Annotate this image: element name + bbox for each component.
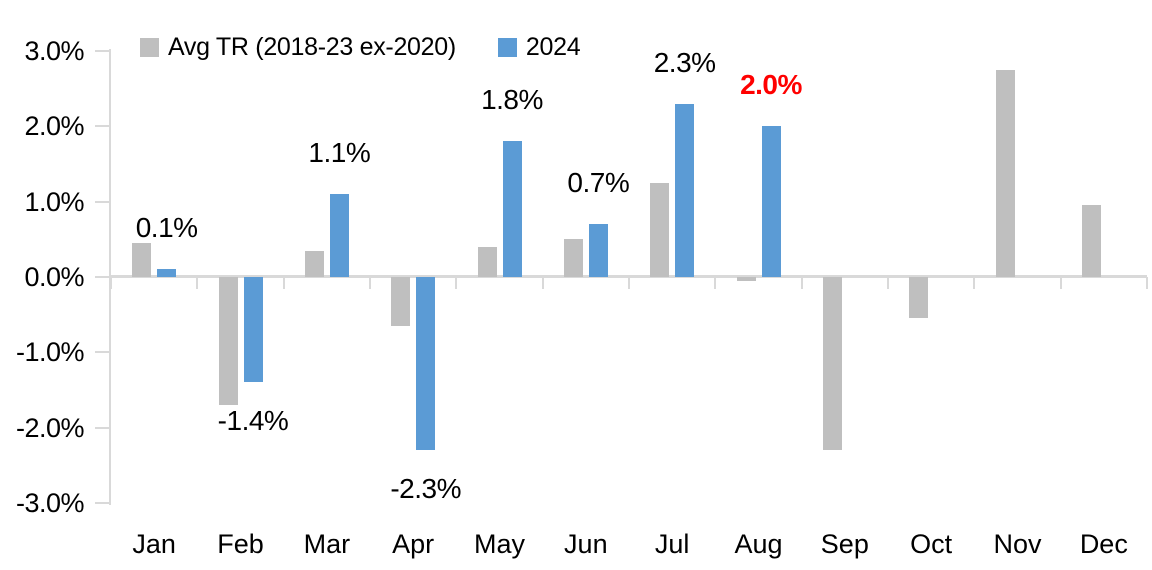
legend-label-avg-tr: Avg TR (2018-23 ex-2020) xyxy=(168,33,456,61)
data-label-jul: 2.3% xyxy=(653,46,716,78)
y-axis-tick xyxy=(95,502,111,504)
data-label-aug: 2.0% xyxy=(740,69,802,101)
bar-avg-aug xyxy=(736,277,756,281)
y-axis-tick xyxy=(95,426,111,429)
x-axis-label-nov: Nov xyxy=(993,529,1042,559)
x-axis-label-feb: Feb xyxy=(217,529,264,559)
x-axis-tick xyxy=(110,277,112,289)
legend-item-2024: 2024 xyxy=(497,33,581,61)
bar-2024-feb xyxy=(243,277,263,383)
data-label-jun: 0.7% xyxy=(567,167,630,199)
x-axis-tick xyxy=(973,277,976,289)
data-label-jan: 0.1% xyxy=(135,212,198,244)
bar-avg-jun xyxy=(563,239,583,277)
legend-item-avg-tr: Avg TR (2018-23 ex-2020) xyxy=(140,35,456,60)
y-axis-tick xyxy=(95,351,111,354)
bar-2024-aug xyxy=(761,126,781,277)
bar-2024-jul xyxy=(675,103,695,277)
y-axis-tick-label: 2.0% xyxy=(24,111,84,142)
bar-avg-dec xyxy=(1081,205,1101,277)
bar-avg-mar xyxy=(304,250,324,277)
y-axis-tick-label: -2.0% xyxy=(15,412,85,443)
bar-avg-sep xyxy=(822,277,842,451)
bar-2024-mar xyxy=(329,194,349,277)
x-axis-label-mar: Mar xyxy=(303,529,351,559)
y-axis-tick-label: -3.0% xyxy=(15,488,85,518)
y-axis-tick-label: 3.0% xyxy=(24,36,84,66)
x-axis-tick xyxy=(282,277,285,289)
bar-avg-may xyxy=(477,246,497,277)
bar-2024-may xyxy=(502,141,522,277)
bar-2024-apr xyxy=(416,277,436,451)
legend-swatch-avg-tr xyxy=(140,38,159,57)
x-axis-tick xyxy=(196,277,199,289)
x-axis-tick xyxy=(1146,277,1148,289)
x-axis-tick xyxy=(800,277,803,289)
bar-avg-jan xyxy=(132,243,152,277)
data-label-may: 1.8% xyxy=(481,84,543,116)
bar-avg-nov xyxy=(995,69,1015,277)
x-axis-label-sep: Sep xyxy=(820,529,869,559)
x-axis-tick xyxy=(541,277,544,289)
x-axis-zero-line xyxy=(111,275,1147,278)
x-axis-label-dec: Dec xyxy=(1079,529,1128,559)
x-axis-label-apr: Apr xyxy=(392,529,435,559)
y-axis-tick-label: 1.0% xyxy=(24,186,84,217)
x-axis-tick xyxy=(887,277,889,289)
data-label-feb: -1.4% xyxy=(217,405,289,437)
x-axis-label-jun: Jun xyxy=(564,529,608,559)
legend-label-2024: 2024 xyxy=(525,33,581,61)
y-axis-tick xyxy=(95,276,111,278)
bar-avg-oct xyxy=(909,277,929,319)
legend-swatch-2024 xyxy=(497,38,517,57)
x-axis-label-jan: Jan xyxy=(132,529,176,559)
x-axis-label-may: May xyxy=(473,529,525,559)
x-axis-label-aug: Aug xyxy=(734,529,783,559)
y-axis-tick xyxy=(95,125,111,128)
y-axis-tick-label: -1.0% xyxy=(15,337,85,368)
x-axis-tick xyxy=(714,277,717,289)
data-label-mar: 1.1% xyxy=(308,137,371,169)
bar-2024-jan xyxy=(157,269,177,277)
y-axis-tick-label: 0.0% xyxy=(24,262,84,292)
bar-2024-jun xyxy=(588,224,608,277)
x-axis-tick xyxy=(369,277,371,289)
x-axis-label-oct: Oct xyxy=(910,529,953,559)
legend: Avg TR (2018-23 ex-2020) 2024 xyxy=(140,33,581,61)
bar-avg-feb xyxy=(218,277,238,406)
bar-avg-jul xyxy=(650,182,670,277)
x-axis-tick xyxy=(455,277,458,289)
y-axis-tick xyxy=(95,50,111,52)
x-axis-tick xyxy=(1059,277,1062,289)
bar-avg-apr xyxy=(391,277,411,326)
data-label-apr: -2.3% xyxy=(390,473,461,505)
y-axis-tick xyxy=(95,200,111,203)
x-axis-tick xyxy=(628,277,630,289)
x-axis-label-jul: Jul xyxy=(654,529,690,559)
